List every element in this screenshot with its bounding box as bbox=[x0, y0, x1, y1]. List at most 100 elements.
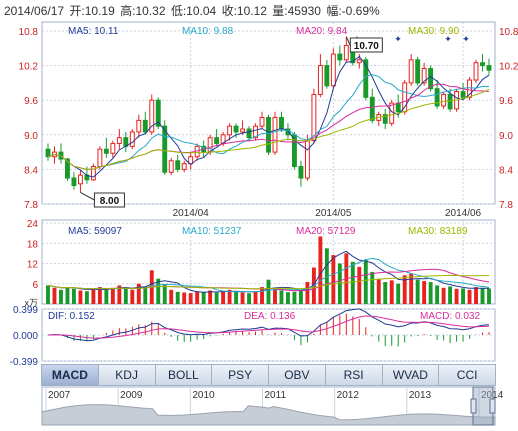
price-right-tick-label: 8.4 bbox=[499, 165, 513, 176]
candle-body bbox=[434, 88, 440, 107]
candle-body bbox=[447, 93, 453, 110]
tab-wvad[interactable]: WVAD bbox=[382, 365, 440, 385]
volume-bar bbox=[156, 278, 161, 304]
volume-bar bbox=[350, 261, 355, 304]
price-right-tick-label: 10.2 bbox=[499, 62, 518, 73]
macd-tick-label: -0.399 bbox=[10, 357, 39, 368]
volume-bar bbox=[110, 287, 115, 304]
volume-bar bbox=[357, 266, 362, 304]
macd-legend-dif: DIF: 0.152 bbox=[48, 311, 95, 322]
max-annotation-box bbox=[349, 37, 383, 53]
volume-bar bbox=[448, 286, 453, 304]
candle-body bbox=[473, 62, 479, 81]
candle-body bbox=[356, 59, 362, 64]
candle-body bbox=[168, 160, 174, 173]
candle-body bbox=[155, 99, 161, 127]
volume-bar bbox=[162, 284, 167, 304]
candle-body bbox=[149, 99, 155, 133]
navigator-right-handle[interactable] bbox=[489, 398, 496, 414]
volume-legend-ma10: MA10: 51237 bbox=[182, 226, 242, 237]
volume-bar bbox=[97, 287, 102, 304]
volume-bar bbox=[441, 287, 446, 304]
candle-body bbox=[304, 140, 310, 179]
navigator-year-label: 2007 bbox=[48, 390, 71, 401]
candle-body bbox=[214, 137, 220, 144]
price-legend-ma5: MA5: 10.11 bbox=[68, 26, 119, 37]
candle-body bbox=[266, 117, 271, 153]
volume-bar bbox=[273, 287, 277, 304]
candle-body bbox=[110, 142, 116, 154]
candle-body bbox=[298, 166, 304, 179]
candle-body bbox=[441, 93, 447, 107]
tab-boll[interactable]: BOLL bbox=[155, 365, 213, 385]
candle-body bbox=[233, 125, 239, 133]
candle-body bbox=[343, 44, 349, 61]
candle-body bbox=[486, 65, 492, 71]
volume-bar bbox=[84, 291, 89, 304]
navigator-left-handle[interactable] bbox=[470, 398, 477, 414]
candle-body bbox=[162, 125, 168, 173]
quote-volume: 量:45930 bbox=[272, 4, 321, 18]
event-star-marker[interactable]: ✦ bbox=[394, 34, 402, 44]
volume-bar bbox=[253, 291, 258, 304]
volume-bar bbox=[467, 289, 472, 304]
macd-tick-label: 0.399 bbox=[13, 305, 38, 316]
candle-body bbox=[77, 174, 83, 185]
volume-bar bbox=[91, 289, 96, 304]
event-star-marker[interactable]: ✦ bbox=[462, 34, 470, 44]
price-left-tick-label: 9.6 bbox=[24, 96, 38, 107]
candle-body bbox=[408, 59, 414, 84]
candle-body bbox=[279, 117, 284, 130]
volume-bar bbox=[59, 289, 63, 304]
navigator-year-label: 2012 bbox=[337, 390, 360, 401]
quote-high: 高:10.32 bbox=[120, 4, 166, 18]
volume-bar bbox=[337, 263, 342, 304]
candle-body bbox=[317, 65, 323, 95]
tab-rsi[interactable]: RSI bbox=[325, 365, 383, 385]
price-left-tick-label: 7.8 bbox=[24, 200, 38, 211]
volume-bar bbox=[71, 288, 76, 304]
candle-body bbox=[330, 53, 336, 87]
volume-tick-label: 12 bbox=[27, 260, 39, 271]
candle-body bbox=[395, 102, 401, 113]
price-legend-ma30: MA30: 9.90 bbox=[408, 26, 460, 37]
volume-bar bbox=[487, 288, 491, 304]
quote-date: 2014/06/17 bbox=[4, 4, 65, 18]
price-legend-ma20: MA20: 9.84 bbox=[296, 26, 348, 37]
quote-low: 低:10.04 bbox=[170, 4, 217, 18]
volume-bar bbox=[428, 282, 433, 304]
tab-obv[interactable]: OBV bbox=[269, 365, 326, 385]
volume-bar bbox=[435, 285, 440, 304]
candle-body bbox=[382, 114, 388, 124]
price-ma5-line bbox=[47, 55, 490, 178]
candle-body bbox=[324, 65, 330, 87]
tab-macd[interactable]: MACD bbox=[42, 365, 99, 385]
indicator-tabs: MACD KDJ BOLL PSY OBV RSI WVAD CCI bbox=[42, 365, 495, 385]
volume-bar bbox=[104, 288, 109, 304]
candle-body bbox=[259, 117, 265, 127]
price-right-tick-label: 9.0 bbox=[499, 131, 513, 142]
candle-body bbox=[480, 62, 485, 67]
candle-body bbox=[311, 93, 317, 142]
volume-bar bbox=[130, 289, 135, 304]
tab-kdj[interactable]: KDJ bbox=[98, 365, 156, 385]
volume-legend-ma20: MA20: 57129 bbox=[296, 226, 356, 237]
volume-bar bbox=[480, 287, 485, 304]
date-tick-label: 2014/05 bbox=[315, 208, 352, 219]
candle-body bbox=[246, 128, 252, 139]
volume-bar bbox=[188, 293, 193, 304]
candle-body bbox=[240, 128, 246, 133]
tab-psy[interactable]: PSY bbox=[212, 365, 269, 385]
tab-cci[interactable]: CCI bbox=[439, 365, 495, 385]
event-star-marker[interactable]: ✦ bbox=[444, 34, 452, 44]
volume-ma30-line bbox=[47, 274, 490, 290]
date-tick-label: 2014/04 bbox=[173, 208, 210, 219]
quote-change: 幅:-0.69% bbox=[326, 4, 380, 18]
volume-bar bbox=[52, 287, 57, 304]
min-annotation-line bbox=[80, 192, 95, 201]
volume-bar bbox=[396, 283, 401, 304]
volume-bar bbox=[117, 285, 122, 304]
volume-bar bbox=[331, 255, 336, 304]
candle-body bbox=[188, 156, 194, 165]
